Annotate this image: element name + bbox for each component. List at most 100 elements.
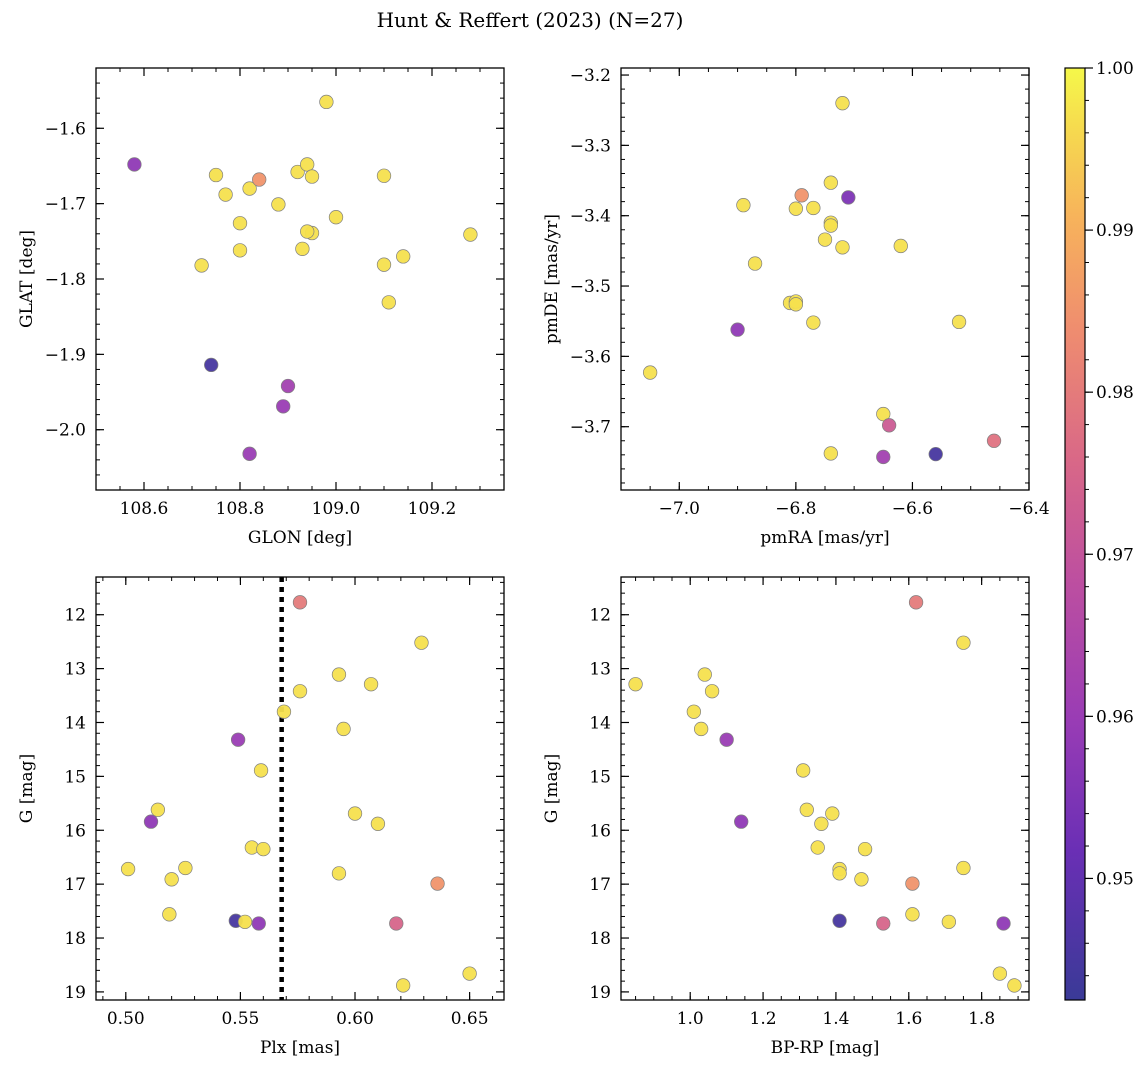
colorbar-ticks: 0.95 0.96 0.97 0.98 0.99 1.00 — [1085, 59, 1134, 977]
data-point — [628, 677, 643, 692]
data-point — [430, 876, 445, 891]
colorbar-tick-label: 0.99 — [1096, 221, 1134, 241]
data-point — [806, 200, 821, 216]
data-point — [881, 418, 897, 433]
x-tick-label: 1.4 — [822, 1009, 849, 1029]
y-tick-label: 12 — [64, 606, 86, 626]
y-tick-label: 15 — [589, 767, 611, 787]
data-point — [956, 860, 971, 876]
data-point — [876, 916, 891, 931]
data-point — [328, 210, 344, 225]
data-point — [150, 802, 166, 817]
plot-frame — [620, 67, 1030, 491]
data-point — [295, 241, 310, 257]
data-point — [304, 169, 320, 184]
data-point — [823, 218, 838, 233]
y-tick-label: −3.2 — [570, 66, 611, 86]
data-point — [242, 181, 257, 196]
data-point — [835, 240, 850, 255]
data-point — [806, 315, 821, 330]
y-tick-label: 18 — [64, 929, 86, 949]
y-tick-label: 14 — [64, 713, 86, 733]
data-point — [795, 763, 811, 778]
data-point — [194, 258, 209, 273]
data-point — [271, 197, 286, 212]
data-point — [414, 635, 429, 650]
data-point — [230, 732, 246, 747]
data-point — [253, 763, 269, 778]
x-axis-label: GLON [deg] — [248, 528, 352, 548]
y-tick-label: −1.9 — [45, 345, 86, 365]
data-point — [276, 704, 292, 719]
data-point — [363, 677, 379, 692]
y-axis-label: G [mag] — [542, 754, 562, 823]
data-point — [162, 907, 177, 922]
colorbar-tick-label: 0.96 — [1096, 707, 1134, 727]
colorbar-tick-label: 0.97 — [1096, 545, 1134, 565]
data-point — [832, 913, 847, 928]
x-axis-label: pmRA [mas/yr] — [760, 528, 889, 548]
plot-frame — [95, 67, 505, 491]
plot-area — [628, 595, 1022, 993]
data-point — [823, 175, 838, 190]
data-point — [841, 190, 856, 205]
y-tick-label: 13 — [64, 660, 86, 680]
data-point — [823, 446, 838, 461]
colorbar: 0.95 0.96 0.97 0.98 0.99 1.00 — [1064, 59, 1134, 1001]
data-point — [734, 814, 749, 829]
y-tick-label: −1.8 — [45, 270, 86, 290]
data-point — [127, 157, 142, 172]
data-point — [928, 446, 943, 462]
y-axis-label: GLAT [deg] — [17, 230, 37, 328]
x-tick-label: 0.65 — [451, 1009, 489, 1029]
y-tick-label: 19 — [64, 983, 86, 1003]
data-point — [832, 866, 847, 881]
data-point — [747, 256, 763, 271]
data-point — [251, 916, 266, 931]
data-point — [347, 806, 363, 821]
data-point — [319, 94, 334, 110]
y-tick-label: 14 — [589, 713, 611, 733]
x-tick-label: −6.6 — [892, 499, 933, 519]
x-tick-label: 0.60 — [336, 1009, 374, 1029]
data-point — [730, 322, 745, 337]
y-tick-label: −3.3 — [570, 136, 611, 156]
panel-proper-motion: −7.0 −6.8 −6.6 −6.4 −3.2 −3.3 −3.4 −3.5 −3.6 −3.7… — [542, 66, 1050, 548]
y-tick-label: 15 — [64, 767, 86, 787]
data-point — [704, 684, 720, 699]
data-point — [331, 866, 347, 881]
x-tick-label: −6.4 — [1008, 499, 1049, 519]
x-axis-label: BP-RP [mag] — [771, 1038, 880, 1058]
data-point — [951, 314, 967, 330]
data-point — [232, 216, 248, 231]
data-point — [178, 860, 193, 876]
data-point — [370, 816, 386, 831]
x-tick-label: 108.6 — [120, 499, 169, 519]
y-tick-label: −3.6 — [570, 347, 611, 367]
plot-area — [120, 577, 477, 1000]
data-point — [120, 861, 136, 877]
data-point — [794, 188, 809, 203]
data-point — [854, 872, 869, 887]
data-point — [893, 238, 908, 254]
data-point — [280, 378, 296, 394]
x-tick-label: 108.8 — [216, 499, 265, 519]
y-axis-label: pmDE [mas/yr] — [542, 214, 562, 344]
y-tick-label: −1.6 — [45, 119, 86, 139]
data-point — [810, 840, 825, 855]
y-tick-label: 12 — [589, 606, 611, 626]
data-point — [817, 232, 833, 247]
y-axis-label: G [mag] — [17, 754, 37, 823]
y-tick-label: −2.0 — [45, 421, 86, 441]
x-tick-label: 0.55 — [221, 1009, 259, 1029]
data-point — [237, 914, 253, 930]
x-tick-label: 1.6 — [895, 1009, 922, 1029]
data-point — [799, 802, 814, 817]
figure-title: Hunt & Reffert (2023) (N=27) — [377, 8, 684, 32]
colorbar-tick-label: 0.95 — [1096, 869, 1134, 889]
data-point — [905, 876, 920, 891]
data-point — [143, 814, 159, 829]
data-point — [992, 966, 1008, 981]
panel-color-magnitude: 1.0 1.2 1.4 1.6 1.8 12 13 14 15 16 17 18 19 BP-RP [ma… — [542, 576, 1030, 1058]
plot-frame — [95, 576, 505, 1001]
